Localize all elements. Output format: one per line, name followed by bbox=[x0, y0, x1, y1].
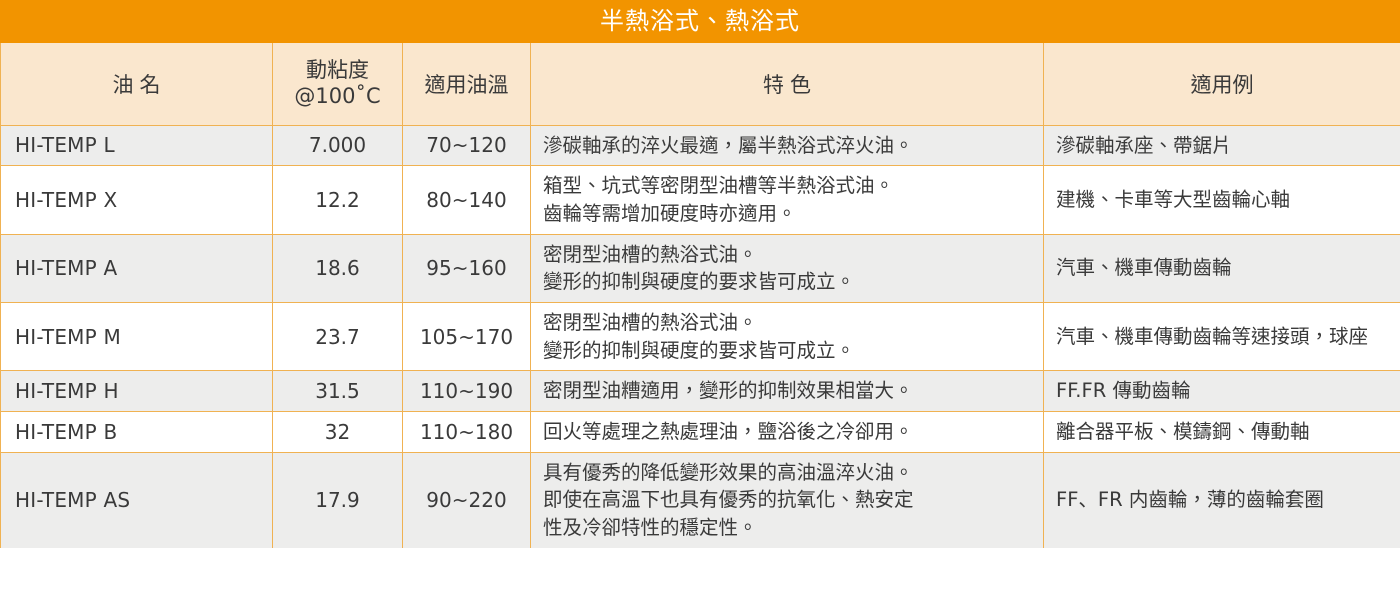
cell-feature: 密閉型油槽的熱浴式油。變形的抑制與硬度的要求皆可成立。 bbox=[530, 234, 1044, 303]
cell-temperature: 80~140 bbox=[402, 165, 531, 235]
cell-viscosity: 18.6 bbox=[272, 234, 403, 303]
cell-line: 密閉型油槽的熱浴式油。 bbox=[543, 242, 758, 266]
cell-oil-name: HI-TEMP B bbox=[0, 411, 273, 453]
column-header-feature: 特色 bbox=[530, 43, 1044, 126]
column-header-temperature-a: 適用油溫 bbox=[424, 72, 509, 97]
cell-line: 回火等處理之熱處理油，鹽浴後之冷卻用。 bbox=[543, 420, 914, 443]
cell-temperature: 70~120 bbox=[402, 125, 531, 167]
cell-line: 具有優秀的降低變形效果的高油溫淬火油。 bbox=[543, 460, 914, 484]
column-header-oil-name: 油名 bbox=[0, 43, 273, 126]
cell-application: 離合器平板、模鑄鋼、傳動軸 bbox=[1043, 411, 1400, 453]
cell-feature: 密閉型油槽的熱浴式油。變形的抑制與硬度的要求皆可成立。 bbox=[530, 302, 1044, 372]
cell-oil-name: HI-TEMP AS bbox=[0, 452, 273, 548]
cell-viscosity: 32 bbox=[272, 411, 403, 453]
cell-line: 密閉型油糟適用，變形的抑制效果相當大。 bbox=[543, 379, 914, 403]
cell-line: 滲碳軸承座、帶鋸片 bbox=[1056, 133, 1232, 157]
cell-application: 滲碳軸承座、帶鋸片 bbox=[1043, 125, 1400, 167]
column-header-temperature: 適用油溫 bbox=[402, 43, 531, 126]
cell-line: 建機、卡車等大型齒輪心軸 bbox=[1056, 188, 1291, 212]
cell-line: FF、FR 内齒輪，薄的齒輪套圈 bbox=[1056, 488, 1324, 512]
cell-application: FF.FR 傳動齒輪 bbox=[1043, 370, 1400, 412]
cell-line: 汽車、機車傳動齒輪等速接頭，球座 bbox=[1056, 324, 1369, 348]
column-header-feature-a: 特 bbox=[763, 72, 790, 97]
table-row: HI-TEMP AS 17.9 90~220 具有優秀的降低變形效果的高油溫淬火油。即… bbox=[0, 452, 1400, 548]
cell-viscosity: 7.000 bbox=[272, 125, 403, 167]
cell-temperature: 105~170 bbox=[402, 302, 531, 372]
cell-viscosity: 31.5 bbox=[272, 370, 403, 412]
cell-line: 汽車、機車傳動齒輪 bbox=[1056, 256, 1232, 280]
table-row: HI-TEMP A 18.6 95~160 密閉型油槽的熱浴式油。 變形的抑制與硬度的要… bbox=[0, 234, 1400, 303]
cell-viscosity: 23.7 bbox=[272, 302, 403, 372]
column-header-viscosity: 動粘度 @100˚C bbox=[272, 43, 403, 126]
cell-line: 密閉型油槽的熱浴式油。 bbox=[543, 310, 758, 334]
cell-feature: 具有優秀的降低變形效果的高油溫淬火油。 即使在高溫下也具有優秀的抗氧化、熱安定 性及… bbox=[530, 452, 1044, 548]
column-header-viscosity-a: 動粘度 bbox=[306, 58, 369, 83]
column-header-application-a: 適用例 bbox=[1190, 72, 1254, 97]
cell-line: 變形的抑制與硬度的要求皆可成立。 bbox=[543, 270, 856, 294]
cell-application: 建機、卡車等大型齒輪心軸 bbox=[1043, 165, 1400, 235]
cell-oil-name: HI-TEMP X bbox=[0, 165, 273, 235]
oil-spec-table: 油名 動粘度 @100˚C 適用油溫 特色 適用例 HI-TEMP L 7.000… bbox=[0, 43, 1400, 548]
table-row: HI-TEMP X 12.2 80~140 箱型、坑式等密閉型油槽等半熱浴式油。 齒輪等… bbox=[0, 165, 1400, 235]
cell-line: 箱型、坑式等密閉型油槽等半熱浴式油。 bbox=[543, 174, 895, 198]
cell-line: FF.FR 傳動齒輪 bbox=[1056, 379, 1191, 403]
cell-viscosity: 17.9 bbox=[272, 452, 403, 548]
table-header: 油名 動粘度 @100˚C 適用油溫 特色 適用例 bbox=[0, 43, 1400, 126]
table-row: HI-TEMP B 32 110~180 回火等處理之熱處理油，鹽浴後之冷卻用。 離合器… bbox=[0, 411, 1400, 453]
cell-line: 即使在高溫下也具有優秀的抗氧化、熱安定 bbox=[543, 488, 914, 512]
cell-line: 變形的抑制與硬度的要求皆可成立。 bbox=[543, 338, 856, 362]
cell-temperature: 95~160 bbox=[402, 234, 531, 303]
table-row: HI-TEMP L 7.000 70~120 滲碳軸承的淬火最適，屬半熱浴式淬火油。 滲… bbox=[0, 125, 1400, 167]
cell-application: 汽車、機車傳動齒輪等速接頭，球座 bbox=[1043, 302, 1400, 372]
cell-feature: 密閉型油糟適用，變形的抑制效果相當大。 bbox=[530, 370, 1044, 412]
cell-viscosity: 12.2 bbox=[272, 165, 403, 235]
cell-feature: 回火等處理之熱處理油，鹽浴後之冷卻用。 bbox=[530, 411, 1044, 453]
cell-oil-name: HI-TEMP M bbox=[0, 302, 273, 372]
cell-temperature: 110~180 bbox=[402, 411, 531, 453]
column-header-oil-name-b: 名 bbox=[139, 72, 161, 97]
cell-feature: 滲碳軸承的淬火最適，屬半熱浴式淬火油。 bbox=[530, 125, 1044, 167]
header-row: 油名 動粘度 @100˚C 適用油溫 特色 適用例 bbox=[0, 43, 1400, 126]
cell-temperature: 110~190 bbox=[402, 370, 531, 412]
cell-line: 性及冷卻特性的穩定性。 bbox=[543, 516, 758, 540]
cell-line: 齒輪等需增加硬度時亦適用。 bbox=[543, 201, 797, 225]
page-title: 半熱浴式、熱浴式 bbox=[0, 0, 1400, 43]
cell-oil-name: HI-TEMP H bbox=[0, 370, 273, 412]
cell-application: 汽車、機車傳動齒輪 bbox=[1043, 234, 1400, 303]
column-header-feature-b: 色 bbox=[789, 72, 811, 97]
column-header-application: 適用例 bbox=[1043, 43, 1400, 126]
column-header-oil-name-a: 油 bbox=[112, 72, 140, 97]
cell-application: FF、FR 内齒輪，薄的齒輪套圈 bbox=[1043, 452, 1400, 548]
table-body: HI-TEMP L 7.000 70~120 滲碳軸承的淬火最適，屬半熱浴式淬火油。 滲… bbox=[0, 125, 1400, 548]
cell-oil-name: HI-TEMP L bbox=[0, 125, 273, 167]
cell-temperature: 90~220 bbox=[402, 452, 531, 548]
cell-oil-name: HI-TEMP A bbox=[0, 234, 273, 303]
cell-line: 滲碳軸承的淬火最適，屬半熱浴式淬火油。 bbox=[543, 133, 914, 157]
column-header-viscosity-b: @100˚C bbox=[294, 83, 381, 108]
cell-feature: 箱型、坑式等密閉型油槽等半熱浴式油。 齒輪等需增加硬度時亦適用。 bbox=[530, 165, 1044, 235]
table-row: HI-TEMP M 23.7 105~170 密閉型油槽的熱浴式油。 變形的抑制與硬度的… bbox=[0, 302, 1400, 372]
cell-line: 離合器平板、模鑄鋼、傳動軸 bbox=[1056, 420, 1310, 443]
table-row: HI-TEMP H 31.5 110~190 密閉型油糟適用，變形的抑制效果相當大。 F… bbox=[0, 370, 1400, 412]
